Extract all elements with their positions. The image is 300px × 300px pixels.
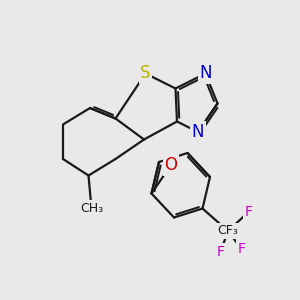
- Text: N: N: [192, 123, 204, 141]
- Text: O: O: [164, 156, 178, 174]
- Text: CF₃: CF₃: [218, 224, 239, 238]
- Text: F: F: [217, 245, 224, 259]
- Text: F: F: [245, 205, 253, 218]
- Text: N: N: [199, 64, 212, 82]
- Text: CH₃: CH₃: [80, 202, 103, 215]
- Text: F: F: [238, 242, 245, 256]
- Text: S: S: [140, 64, 151, 82]
